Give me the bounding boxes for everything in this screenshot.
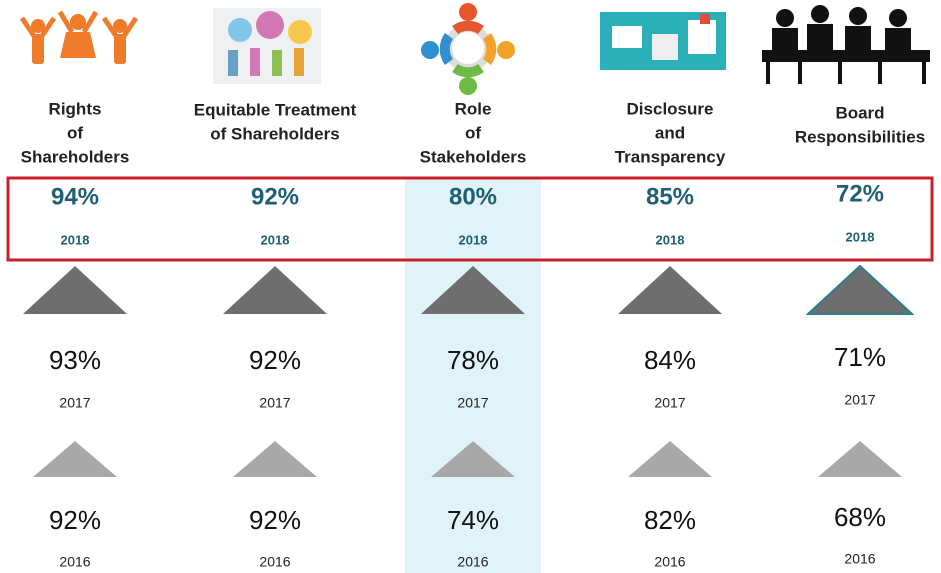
year: 2016 — [259, 554, 290, 570]
percentage: 94% — [51, 183, 99, 210]
year: 2017 — [259, 395, 290, 411]
year: 2016 — [654, 554, 685, 570]
trend-triangle — [431, 441, 515, 477]
percentage: 72% — [836, 180, 884, 207]
percentage: 68% — [834, 502, 886, 532]
column-title: Board — [835, 103, 884, 122]
percentage: 71% — [834, 342, 886, 372]
percentage: 92% — [49, 505, 101, 535]
percentage: 84% — [644, 345, 696, 375]
year: 2018 — [61, 232, 90, 247]
trend-triangle — [818, 441, 902, 477]
year: 2018 — [656, 232, 685, 247]
column-title: Shareholders — [21, 147, 130, 166]
year: 2018 — [261, 232, 290, 247]
percentage: 82% — [644, 505, 696, 535]
column-title: Equitable Treatment — [194, 100, 357, 119]
icon-group — [213, 8, 321, 84]
trend-triangle — [233, 441, 317, 477]
year: 2017 — [457, 395, 488, 411]
highlight-column — [405, 178, 541, 573]
year: 2017 — [59, 395, 90, 411]
year: 2018 — [459, 232, 488, 247]
column-title: Role — [455, 99, 492, 118]
percentage: 74% — [447, 505, 499, 535]
percentage: 78% — [447, 345, 499, 375]
column-title: of — [465, 123, 481, 142]
year: 2018 — [846, 229, 875, 244]
column-title: Responsibilities — [795, 127, 925, 146]
icon-documents — [600, 12, 726, 70]
trend-triangle — [805, 264, 915, 315]
trend-triangle — [23, 266, 127, 314]
column-title: Rights — [49, 99, 102, 118]
percentage: 85% — [646, 183, 694, 210]
year: 2017 — [844, 392, 875, 408]
percentage: 80% — [449, 183, 497, 210]
icon-people — [19, 10, 139, 64]
trend-triangle — [618, 266, 722, 314]
year: 2016 — [59, 554, 90, 570]
column-title: of Shareholders — [210, 124, 339, 143]
trend-triangle — [421, 266, 525, 314]
percentage: 92% — [249, 345, 301, 375]
icon-board — [762, 5, 930, 84]
trend-triangle — [33, 441, 117, 477]
column-title: of — [67, 123, 83, 142]
highlight-box — [6, 176, 934, 262]
column-title: Disclosure — [627, 99, 714, 118]
percentage: 92% — [251, 183, 299, 210]
percentage: 93% — [49, 345, 101, 375]
trend-triangle — [223, 266, 327, 314]
column-title: Stakeholders — [420, 147, 527, 166]
percentage: 92% — [249, 505, 301, 535]
icon-stakeholders — [421, 3, 515, 95]
year: 2016 — [844, 551, 875, 567]
year: 2016 — [457, 554, 488, 570]
column-title: and — [655, 123, 685, 142]
column-title: Transparency — [615, 147, 726, 166]
trend-triangle — [628, 441, 712, 477]
year: 2017 — [654, 395, 685, 411]
